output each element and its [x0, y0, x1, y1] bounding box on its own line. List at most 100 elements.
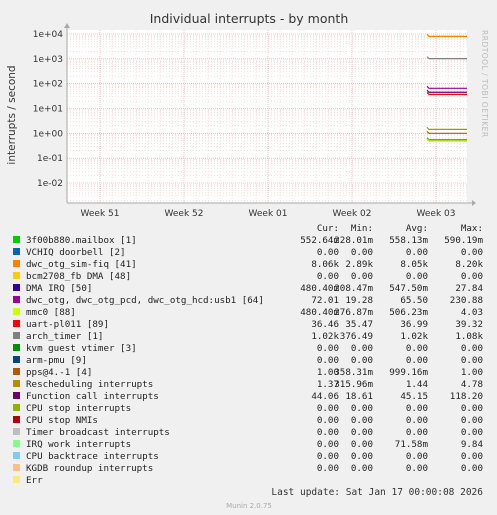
legend-swatch — [13, 260, 20, 267]
legend-series-name: arch_timer [1] — [26, 331, 103, 342]
legend-value: 0.00 — [351, 247, 373, 258]
legend-value: 0.00 — [317, 439, 339, 450]
legend-value: 0.00 — [317, 247, 339, 258]
legend-value: 0.00 — [351, 343, 373, 354]
x-axis-arrow — [472, 200, 476, 206]
y-tick-label: 1e+00 — [33, 129, 64, 139]
legend-swatch — [13, 416, 20, 423]
legend-row: CPU stop interrupts 0.00 0.00 0.00 0.00 — [13, 403, 483, 414]
legend-value: 0.00 — [461, 451, 483, 462]
legend-swatch — [13, 368, 20, 375]
legend-series-name: Function call interrupts — [26, 391, 159, 402]
legend-swatch — [13, 440, 20, 447]
legend-value: 8.05k — [400, 259, 428, 270]
legend-row: arch_timer [1] 1.02k 376.49 1.02k 1.08k — [13, 331, 483, 342]
legend-swatch — [13, 356, 20, 363]
legend-swatch — [13, 464, 20, 471]
legend-value: 0.00 — [317, 403, 339, 414]
legend-value: 0.00 — [461, 415, 483, 426]
legend-row: IRQ work interrupts 0.00 0.00 71.58m 9.84 — [13, 439, 483, 450]
legend-value: 315.96m — [334, 379, 373, 390]
series-line — [426, 89, 467, 93]
series-line — [426, 56, 467, 60]
legend-value: 230.88 — [450, 295, 483, 306]
x-axis-ticks: Week 51 Week 52 Week 01 Week 02 Week 03 — [81, 209, 456, 219]
legend-swatch — [13, 320, 20, 327]
y-tick-label: 1e+04 — [33, 30, 64, 40]
legend-series-name: pps@4.-1 [4] — [26, 367, 92, 378]
legend-value: 1.08k — [455, 331, 483, 342]
legend-row: Function call interrupts 44.06 18.61 45.15 1… — [13, 391, 483, 402]
legend-value: 0.00 — [461, 247, 483, 258]
y-tick-label: 1e-02 — [37, 179, 63, 189]
series-line — [426, 137, 467, 141]
y-axis-ticks: 1e-02 1e-01 1e+00 1e+01 1e+02 1e+03 1e+04 — [33, 30, 64, 189]
legend-value: 358.31m — [334, 367, 373, 378]
legend-swatch — [13, 476, 20, 483]
legend-swatch — [13, 452, 20, 459]
legend-value: 9.84 — [461, 439, 484, 450]
legend-row: CPU stop NMIs 0.00 0.00 0.00 0.00 — [13, 415, 483, 426]
x-tick-label: Week 02 — [333, 209, 372, 219]
legend-value: 2.89k — [345, 259, 373, 270]
legend-value: 480.40m — [300, 283, 339, 294]
legend-value: 71.58m — [395, 439, 429, 450]
munin-version: Munin 2.0.75 — [226, 502, 272, 510]
legend-value: 0.00 — [406, 451, 428, 462]
legend-value: 0.00 — [317, 463, 339, 474]
legend-series-name: kvm guest vtimer [3] — [26, 343, 137, 354]
legend-row: CPU backtrace interrupts 0.00 0.00 0.00 0.00 — [13, 451, 483, 462]
last-update: Last update: Sat Jan 17 00:00:08 2026 — [271, 487, 483, 498]
legend-series-name: arm-pmu [9] — [26, 355, 87, 366]
legend-value: 0.00 — [317, 343, 339, 354]
legend-series-name: CPU stop NMIs — [26, 415, 98, 426]
legend-column-header: Max: — [461, 223, 483, 234]
legend-row: dwc_otg, dwc_otg_pcd, dwc_otg_hcd:usb1 [… — [13, 295, 483, 306]
legend-value: 0.00 — [317, 451, 339, 462]
legend-value: 0.00 — [461, 355, 483, 366]
legend-value: 0.00 — [461, 427, 483, 438]
legend-value: 0.00 — [351, 355, 373, 366]
legend-series-name: DMA IRQ [50] — [26, 283, 92, 294]
legend-series-name: Err — [26, 475, 43, 486]
legend-value: 0.00 — [461, 403, 483, 414]
legend-series-name: mmc0 [88] — [26, 307, 76, 318]
legend-series-name: CPU backtrace interrupts — [26, 451, 159, 462]
legend-value: 0.00 — [351, 427, 373, 438]
legend-column-header: Cur: — [317, 223, 339, 234]
legend-value: 4.78 — [461, 379, 483, 390]
series-line — [426, 130, 467, 134]
legend-swatch — [13, 284, 20, 291]
legend-value: 36.99 — [400, 319, 428, 330]
legend-value: 8.06k — [311, 259, 339, 270]
legend-value: 0.00 — [351, 439, 373, 450]
x-tick-label: Week 03 — [417, 209, 456, 219]
legend-series-name: KGDB roundup interrupts — [26, 463, 153, 474]
legend-value: 480.40m — [300, 307, 339, 318]
legend-swatch — [13, 404, 20, 411]
legend-value: 0.00 — [461, 343, 483, 354]
legend-value: 0.00 — [406, 415, 428, 426]
legend-row: uart-pl011 [89] 36.46 35.47 36.99 39.32 — [13, 319, 483, 330]
legend-series-name: IRQ work interrupts — [26, 439, 131, 450]
legend-value: 0.00 — [351, 463, 373, 474]
legend-value: 0.00 — [461, 271, 483, 282]
legend-row: arm-pmu [9] 0.00 0.00 0.00 0.00 — [13, 355, 483, 366]
legend-row: kvm guest vtimer [3] 0.00 0.00 0.00 0.00 — [13, 343, 483, 354]
legend-value: 590.19m — [444, 235, 483, 246]
legend-value: 0.00 — [317, 271, 339, 282]
legend-series-name: uart-pl011 [89] — [26, 319, 109, 330]
legend-value: 547.50m — [389, 283, 428, 294]
y-axis-arrow — [64, 23, 70, 28]
legend-value: 0.00 — [406, 403, 428, 414]
legend-row: bcm2708_fb DMA [48] 0.00 0.00 0.00 0.00 — [13, 271, 483, 282]
legend-swatch — [13, 272, 20, 279]
plot-area — [67, 30, 467, 203]
legend-row: KGDB roundup interrupts 0.00 0.00 0.00 0.00 — [13, 463, 483, 474]
legend-value: 0.00 — [317, 355, 339, 366]
